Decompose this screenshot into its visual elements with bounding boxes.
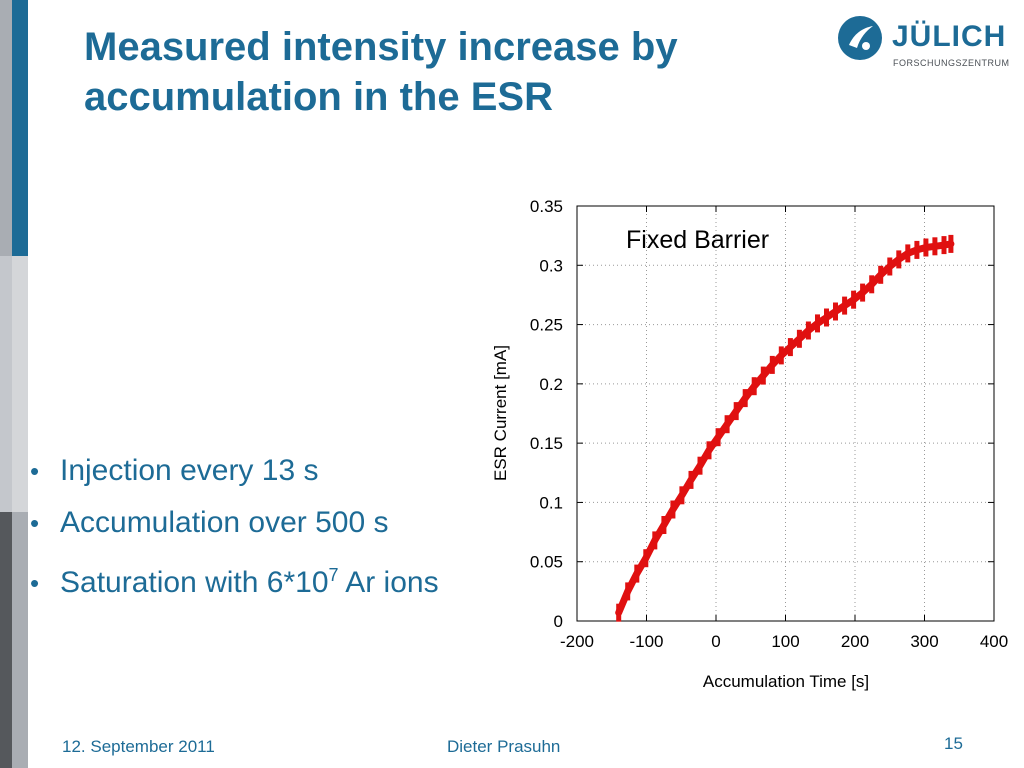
data-point [842, 296, 848, 315]
data-point [932, 237, 938, 256]
x-axis-label: Accumulation Time [s] [703, 672, 869, 691]
slide-title-line-2: accumulation in the ESR [84, 75, 553, 119]
data-point [805, 321, 811, 340]
y-tick-label: 0.05 [530, 553, 563, 572]
x-tick-label: 400 [980, 632, 1008, 651]
bullet-list: • Injection every 13 s • Accumulation over… [30, 448, 439, 604]
data-point [697, 456, 703, 475]
y-tick-label: 0.25 [530, 316, 563, 335]
decor-bar-mid-grey [0, 256, 12, 512]
footer-page-number: 15 [944, 734, 963, 753]
data-point [652, 531, 658, 550]
y-tick-label: 0.2 [539, 375, 563, 394]
logo-subtitle: FORSCHUNGSZENTRUM [893, 58, 1010, 68]
y-tick-label: 0.35 [530, 197, 563, 216]
grid [577, 206, 994, 621]
data-point [742, 389, 748, 408]
data-point [948, 234, 954, 253]
y-tick-label: 0.3 [539, 256, 563, 275]
data-point [760, 366, 766, 385]
x-tick-label: 200 [841, 632, 869, 651]
juelich-logo: JÜLICH FORSCHUNGSZENTRUM [836, 14, 1009, 74]
data-point [878, 265, 884, 284]
data-point [769, 355, 775, 374]
data-point [688, 470, 694, 489]
decor-bar-top-blue [12, 0, 28, 256]
data-point [815, 314, 820, 333]
data-point [778, 346, 784, 365]
x-tick-label: -200 [560, 632, 594, 651]
decor-bar-bottom-grey [12, 512, 28, 768]
data-point [724, 415, 730, 434]
data-point [896, 250, 902, 269]
slide-title: Measured intensity increase by accumulat… [84, 22, 784, 122]
data-point [661, 516, 667, 534]
data-point [715, 428, 721, 447]
bullet-dot: • [30, 456, 40, 486]
bullet-item: • Accumulation over 500 s [30, 500, 439, 552]
chart-annotation: Fixed Barrier [626, 226, 769, 254]
bullet-text: Accumulation over 500 s [60, 506, 389, 539]
bullet-text-tail: Ar ions [338, 566, 439, 599]
data-point [941, 236, 947, 255]
bullet-dot: • [30, 568, 40, 598]
decor-bar-top-grey [0, 0, 12, 256]
data-point [751, 377, 757, 396]
slide-title-line-1: Measured intensity increase by [84, 25, 678, 69]
data-point [643, 549, 649, 568]
data-point [851, 290, 857, 309]
data-point [616, 603, 622, 622]
series-line [615, 234, 955, 622]
data-point [670, 500, 676, 519]
data-point [824, 308, 829, 327]
data-point [625, 582, 631, 601]
juelich-logo-icon [838, 16, 882, 60]
bullet-text: Saturation with 6*10 [60, 566, 329, 599]
decor-bar-bottom-dark [0, 512, 12, 768]
decor-bar-mid-light [12, 256, 28, 512]
footer-author: Dieter Prasuhn [447, 737, 561, 756]
data-point [914, 240, 920, 259]
footer-date: 12. September 2011 [62, 737, 215, 756]
bullet-dot: • [30, 508, 40, 538]
data-point [796, 329, 802, 348]
y-tick-label: 0 [554, 612, 563, 631]
esr-current-chart: -200 -100 0 100 200 300 400 0 0.05 0.1 0.15 0.2 0.25… [491, 197, 1008, 691]
data-point [833, 302, 838, 321]
data-point [887, 257, 893, 276]
data-point [860, 283, 866, 302]
x-tick-label: 0 [711, 632, 720, 651]
y-tick-label: 0.1 [539, 493, 563, 512]
data-point [869, 275, 875, 294]
bullet-text: Injection every 13 s [60, 454, 319, 487]
x-tick-label: 100 [771, 632, 799, 651]
data-point [679, 486, 685, 505]
data-point [787, 338, 793, 357]
y-axis-label: ESR Current [mA] [491, 345, 510, 481]
logo-name: JÜLICH [892, 20, 1007, 53]
x-tick-label: 300 [910, 632, 938, 651]
y-tick-label: 0.15 [530, 434, 563, 453]
bullet-superscript: 7 [328, 565, 339, 585]
data-point [905, 244, 911, 263]
data-point [706, 441, 712, 460]
bullet-item: • Injection every 13 s [30, 448, 439, 500]
data-point [923, 238, 929, 257]
axis-ticks: -200 -100 0 100 200 300 400 0 0.05 0.1 0.15 0.2 0.25… [530, 197, 1008, 651]
data-point [733, 402, 739, 421]
data-point [634, 564, 640, 583]
x-tick-label: -100 [629, 632, 663, 651]
bullet-item: • Saturation with 6*107 Ar ions [30, 552, 439, 604]
